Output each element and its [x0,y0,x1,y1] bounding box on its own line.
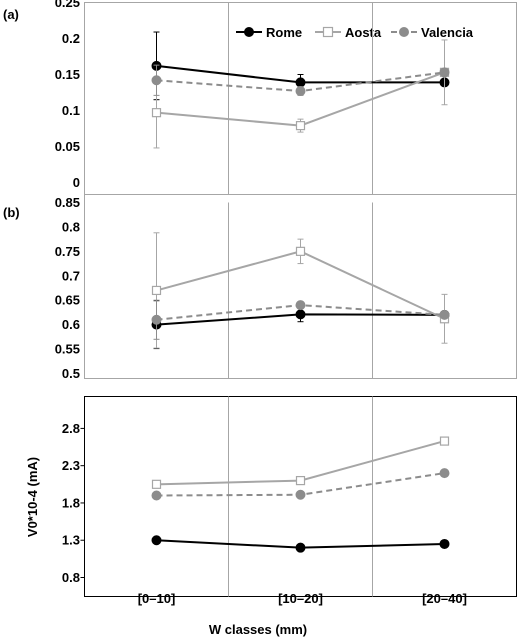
panel-b-ytick-label: 0.8 [62,219,80,234]
panel-c-frame [84,396,517,597]
panel-b-series-rome-point [295,309,306,320]
panel-c-ytick-label: 1.8 [62,495,80,510]
panel-c-ytick-label: 0.8 [62,570,80,585]
y-axis-label: V0*10-4 (mA) [25,457,40,537]
panel-c-series-aosta-point [295,475,306,486]
panel-c-series-valencia-point [151,490,162,501]
legend-aosta-marker [322,26,334,38]
legend-valencia-label: Valencia [421,25,474,40]
panel-b-frame [84,194,517,379]
panel-c-series-valencia-point [295,489,306,500]
panel-c-series-rome-point [439,538,450,549]
panel-b-ytick-label: 0.7 [62,268,80,283]
panel-a-ytick-label: 0.05 [55,139,80,154]
panel-c-series-rome-point [295,542,306,553]
panel-c-series-aosta-point [439,436,450,446]
panel-a-series-aosta-point [151,108,162,118]
panel-b-ytick-label: 0.75 [55,244,80,259]
panel-c-series-rome-point [151,535,162,546]
x-category-label: [0–10] [138,591,176,606]
panel-a-ytick-label: 0.25 [55,0,80,10]
legend-aosta-label: Aosta [345,25,382,40]
panel-a-ytick-label: 0.1 [62,103,80,118]
x-category-label: [20–40] [422,591,467,606]
panel-a-series-valencia-point [439,67,450,78]
panel-b-series-valencia-point [439,309,450,320]
panel-a-series-aosta-point [295,121,306,131]
panel-b-ytick-label: 0.6 [62,317,80,332]
panel-b-ytick-label: 0.55 [55,342,80,357]
panel-b-ytick-label: 0.5 [62,366,80,381]
panel-a-ytick-label: 0.15 [55,67,80,82]
panel-b-series-aosta-point [151,285,162,296]
panel-c-ytick-label: 2.8 [62,421,80,436]
panel-a-ytick-label: 0.2 [62,31,80,46]
panel-a-label: (a) [3,7,19,22]
panel-a-ytick-label: 0 [73,175,80,190]
panel-b-series-aosta-point [295,246,306,256]
panel-b-series-valencia-point [151,314,162,325]
panel-a-series-rome-point [295,77,306,88]
panel-c-series-valencia-point [439,468,450,479]
panel-b-series-valencia-point [295,300,306,311]
panel-b-ytick-label: 0.85 [55,195,80,210]
legend-rome-marker [244,27,254,37]
x-category-label: [10–20] [278,591,323,606]
legend-valencia-marker [399,27,409,37]
panel-b-label: (b) [3,205,20,220]
x-axis-label: W classes (mm) [209,622,307,637]
panel-a-series-valencia-point [151,75,162,86]
panel-c-series-aosta-point [151,479,162,489]
panel-b-ytick-label: 0.65 [55,293,80,308]
legend: Rome Aosta Valencia [236,25,474,40]
panel-c-ytick-label: 2.3 [62,458,80,473]
panel-a-series-valencia-point [295,86,306,97]
legend-rome-label: Rome [266,25,302,40]
panel-c-ytick-label: 1.3 [62,533,80,548]
